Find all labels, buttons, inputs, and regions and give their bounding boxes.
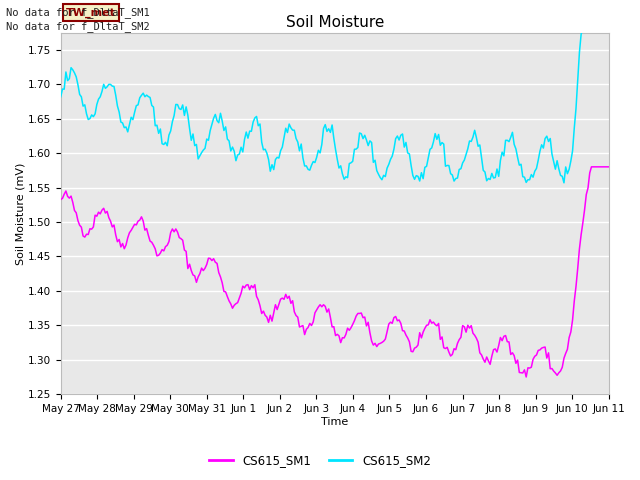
Title: Soil Moisture: Soil Moisture bbox=[285, 15, 384, 30]
X-axis label: Time: Time bbox=[321, 417, 348, 427]
Text: TW_met: TW_met bbox=[66, 8, 116, 18]
Text: No data for f_DltaT_SM1
No data for f_DltaT_SM2: No data for f_DltaT_SM1 No data for f_Dl… bbox=[6, 7, 150, 32]
Legend: CS615_SM1, CS615_SM2: CS615_SM1, CS615_SM2 bbox=[205, 449, 435, 472]
Y-axis label: Soil Moisture (mV): Soil Moisture (mV) bbox=[15, 162, 25, 264]
